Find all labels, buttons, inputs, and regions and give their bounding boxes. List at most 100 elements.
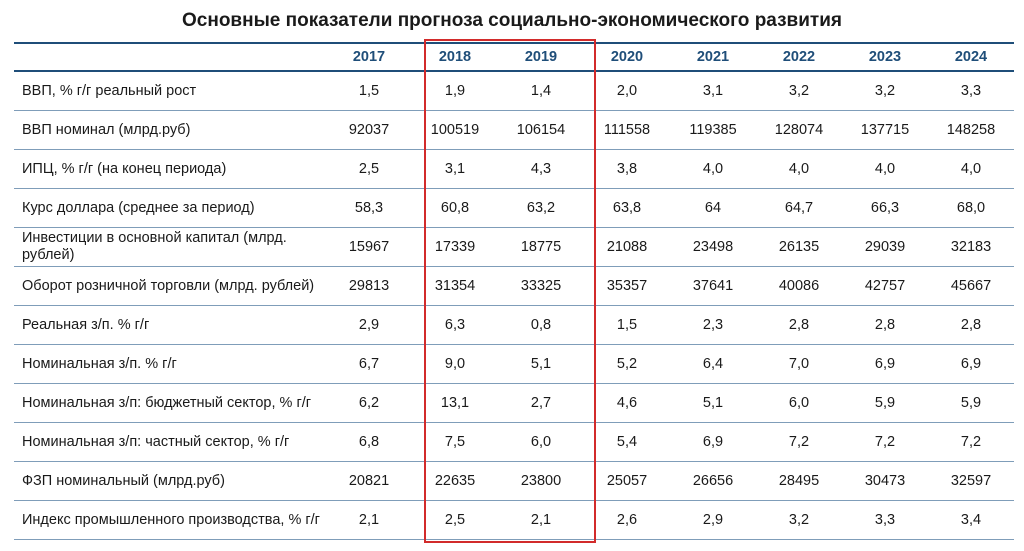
cell: 37641 bbox=[670, 267, 756, 306]
cell: 2,1 bbox=[498, 501, 584, 540]
table-row: Номинальная з/п. % г/г6,79,05,15,26,47,0… bbox=[14, 345, 1014, 384]
cell: 6,8 bbox=[326, 423, 412, 462]
cell: 148258 bbox=[928, 111, 1014, 150]
cell: 4,6 bbox=[584, 384, 670, 423]
cell: 111558 bbox=[584, 111, 670, 150]
cell: 7,5 bbox=[412, 423, 498, 462]
cell: 1,5 bbox=[584, 306, 670, 345]
cell: 92037 bbox=[326, 111, 412, 150]
cell: 1,5 bbox=[326, 71, 412, 111]
header-row: 2017 2018 2019 2020 2021 2022 2023 2024 bbox=[14, 43, 1014, 71]
cell: 5,1 bbox=[670, 384, 756, 423]
cell: 22635 bbox=[412, 462, 498, 501]
cell: 29039 bbox=[842, 228, 928, 267]
cell: 64,7 bbox=[756, 189, 842, 228]
table-row: ВВП номинал (млрд.руб)920371005191061541… bbox=[14, 111, 1014, 150]
cell: 1,9 bbox=[412, 71, 498, 111]
cell: 137715 bbox=[842, 111, 928, 150]
cell: 3,2 bbox=[756, 71, 842, 111]
cell: 3,2 bbox=[842, 71, 928, 111]
table-row: Реальная з/п. % г/г2,96,30,81,52,32,82,8… bbox=[14, 306, 1014, 345]
cell: 4,0 bbox=[756, 150, 842, 189]
cell: 2,8 bbox=[842, 306, 928, 345]
cell: 2,5 bbox=[326, 150, 412, 189]
cell: 6,4 bbox=[670, 345, 756, 384]
cell: 0,8 bbox=[498, 306, 584, 345]
cell: 2,5 bbox=[412, 501, 498, 540]
cell: 4,0 bbox=[842, 150, 928, 189]
cell: 28495 bbox=[756, 462, 842, 501]
cell: 42757 bbox=[842, 267, 928, 306]
cell: 3,3 bbox=[842, 501, 928, 540]
header-blank bbox=[14, 43, 326, 71]
cell: 23498 bbox=[670, 228, 756, 267]
row-label: ВВП номинал (млрд.руб) bbox=[14, 111, 326, 150]
cell: 6,0 bbox=[756, 384, 842, 423]
cell: 6,7 bbox=[326, 345, 412, 384]
cell: 29813 bbox=[326, 267, 412, 306]
cell: 7,0 bbox=[756, 345, 842, 384]
cell: 35357 bbox=[584, 267, 670, 306]
row-label: Индекс промышленного производства, % г/г bbox=[14, 501, 326, 540]
table-body: ВВП, % г/г реальный рост1,51,91,42,03,13… bbox=[14, 71, 1014, 540]
cell: 5,4 bbox=[584, 423, 670, 462]
cell: 7,2 bbox=[842, 423, 928, 462]
cell: 26656 bbox=[670, 462, 756, 501]
cell: 3,4 bbox=[928, 501, 1014, 540]
cell: 68,0 bbox=[928, 189, 1014, 228]
row-label: Инвестиции в основной капитал (млрд. руб… bbox=[14, 228, 326, 267]
cell: 9,0 bbox=[412, 345, 498, 384]
cell: 5,2 bbox=[584, 345, 670, 384]
header-year: 2023 bbox=[842, 43, 928, 71]
cell: 4,0 bbox=[670, 150, 756, 189]
row-label: ФЗП номинальный (млрд.руб) bbox=[14, 462, 326, 501]
cell: 7,2 bbox=[756, 423, 842, 462]
cell: 128074 bbox=[756, 111, 842, 150]
row-label: Номинальная з/п: бюджетный сектор, % г/г bbox=[14, 384, 326, 423]
cell: 119385 bbox=[670, 111, 756, 150]
cell: 17339 bbox=[412, 228, 498, 267]
cell: 3,1 bbox=[670, 71, 756, 111]
table-row: ИПЦ, % г/г (на конец периода)2,53,14,33,… bbox=[14, 150, 1014, 189]
cell: 64 bbox=[670, 189, 756, 228]
cell: 6,0 bbox=[498, 423, 584, 462]
cell: 2,8 bbox=[756, 306, 842, 345]
cell: 106154 bbox=[498, 111, 584, 150]
cell: 2,1 bbox=[326, 501, 412, 540]
cell: 5,9 bbox=[928, 384, 1014, 423]
table-row: ВВП, % г/г реальный рост1,51,91,42,03,13… bbox=[14, 71, 1014, 111]
row-label: Курс доллара (среднее за период) bbox=[14, 189, 326, 228]
row-label: Оборот розничной торговли (млрд. рублей) bbox=[14, 267, 326, 306]
cell: 32183 bbox=[928, 228, 1014, 267]
cell: 100519 bbox=[412, 111, 498, 150]
page-title: Основные показатели прогноза социально-э… bbox=[14, 10, 1010, 32]
cell: 15967 bbox=[326, 228, 412, 267]
cell: 32597 bbox=[928, 462, 1014, 501]
header-year: 2018 bbox=[412, 43, 498, 71]
cell: 66,3 bbox=[842, 189, 928, 228]
table-row: Инвестиции в основной капитал (млрд. руб… bbox=[14, 228, 1014, 267]
cell: 58,3 bbox=[326, 189, 412, 228]
cell: 2,3 bbox=[670, 306, 756, 345]
cell: 4,0 bbox=[928, 150, 1014, 189]
cell: 5,9 bbox=[842, 384, 928, 423]
cell: 4,3 bbox=[498, 150, 584, 189]
header-year: 2022 bbox=[756, 43, 842, 71]
table-row: Индекс промышленного производства, % г/г… bbox=[14, 501, 1014, 540]
header-year: 2021 bbox=[670, 43, 756, 71]
cell: 26135 bbox=[756, 228, 842, 267]
cell: 18775 bbox=[498, 228, 584, 267]
page: Основные показатели прогноза социально-э… bbox=[0, 0, 1024, 540]
row-label: Номинальная з/п: частный сектор, % г/г bbox=[14, 423, 326, 462]
cell: 60,8 bbox=[412, 189, 498, 228]
row-label: ИПЦ, % г/г (на конец периода) bbox=[14, 150, 326, 189]
cell: 5,1 bbox=[498, 345, 584, 384]
table-head: 2017 2018 2019 2020 2021 2022 2023 2024 bbox=[14, 43, 1014, 71]
cell: 2,0 bbox=[584, 71, 670, 111]
cell: 25057 bbox=[584, 462, 670, 501]
header-year: 2020 bbox=[584, 43, 670, 71]
cell: 1,4 bbox=[498, 71, 584, 111]
cell: 13,1 bbox=[412, 384, 498, 423]
cell: 6,9 bbox=[928, 345, 1014, 384]
cell: 7,2 bbox=[928, 423, 1014, 462]
